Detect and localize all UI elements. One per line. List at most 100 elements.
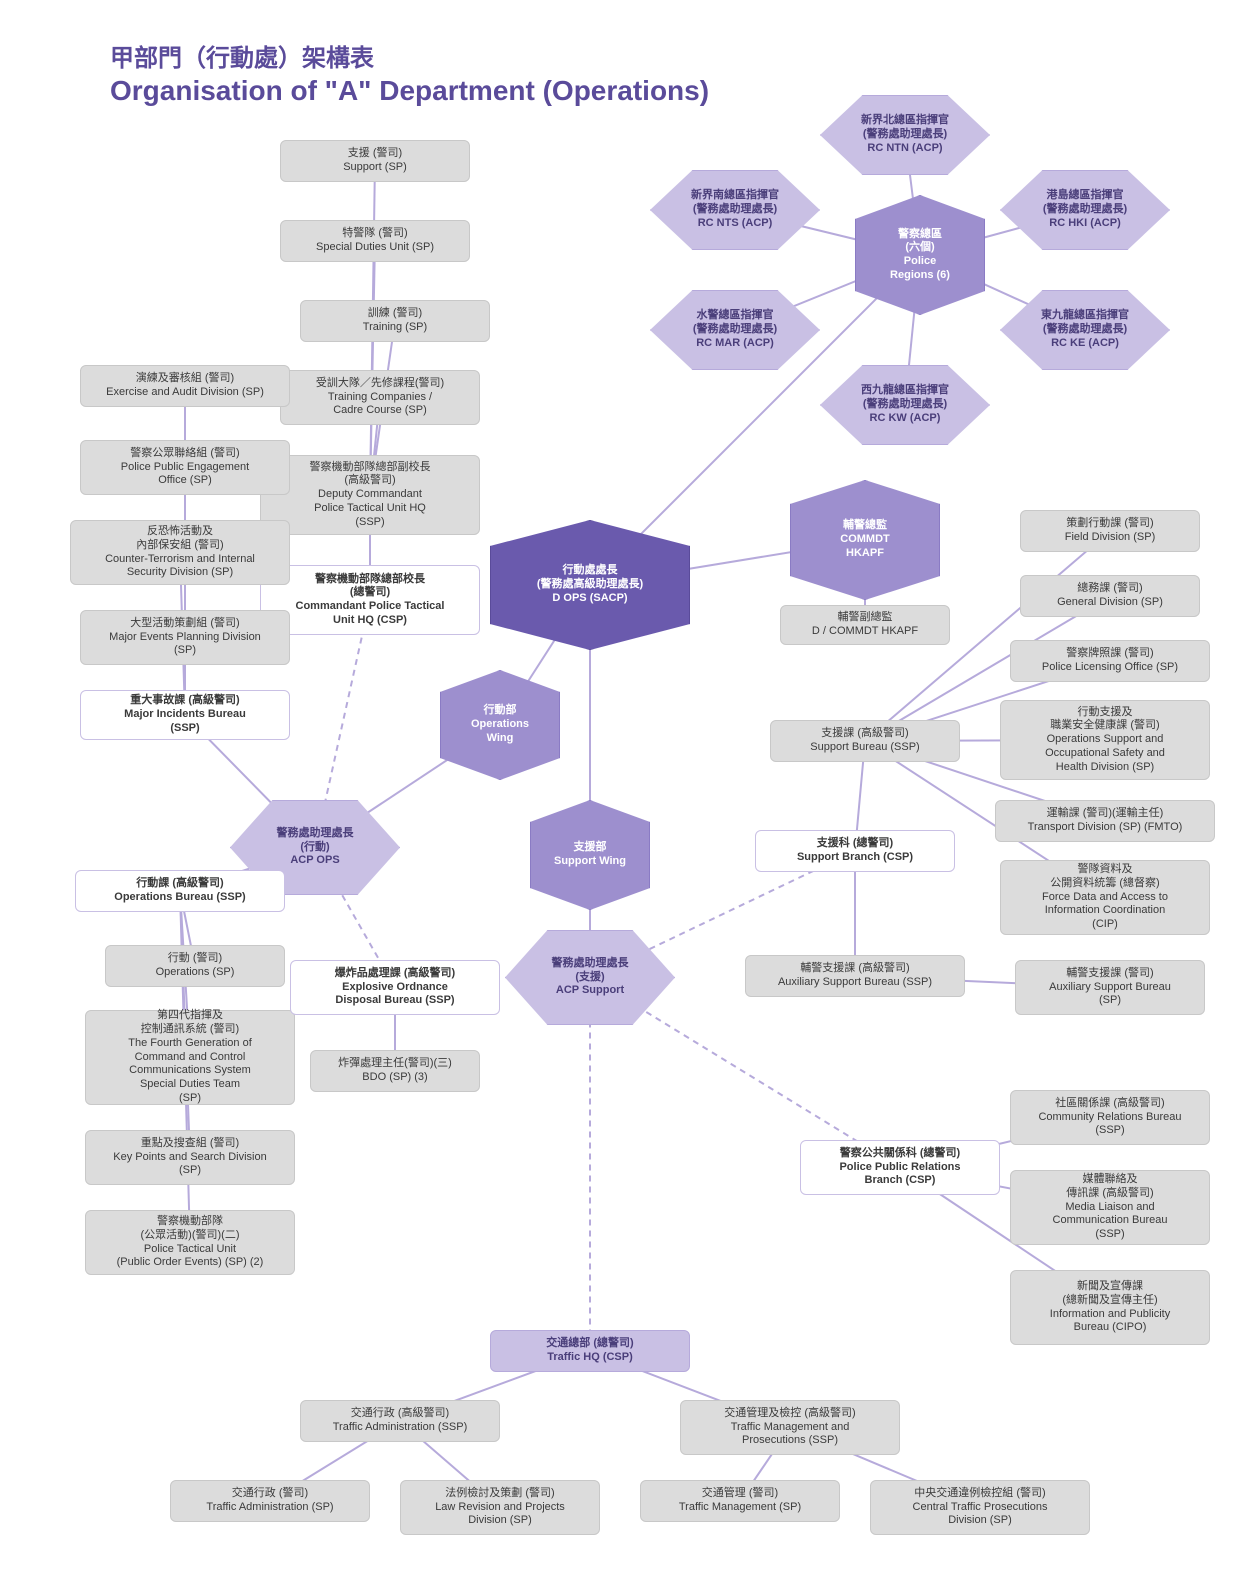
node-tm_sp: 交通管理 (警司)Traffic Management (SP)	[640, 1480, 840, 1522]
node-plo: 警察牌照課 (警司)Police Licensing Office (SP)	[1010, 640, 1210, 682]
node-ipb: 新聞及宣傳課(總新聞及宣傳主任)Information and Publicit…	[1010, 1270, 1210, 1345]
node-dep_ptu-en: Deputy CommandantPolice Tactical Unit HQ…	[314, 488, 426, 529]
node-supbranch: 支援科 (總警司)Support Branch (CSP)	[755, 830, 955, 872]
node-rc_hki: 港島總區指揮官(警務處助理處長)RC HKI (ACP)	[1000, 170, 1170, 250]
node-bdo: 炸彈處理主任(警司)(三)BDO (SP) (3)	[310, 1050, 480, 1092]
node-supwing: 支援部Support Wing	[530, 800, 650, 910]
node-regions-zh: 警察總區(六個)	[898, 228, 942, 256]
node-mepd: 大型活動策劃組 (警司)Major Events Planning Divisi…	[80, 610, 290, 665]
node-training-en: Training (SP)	[363, 321, 427, 335]
node-acpops-zh: 警務處助理處長(行動)	[277, 827, 354, 855]
node-acpsup-zh: 警務處助理處長(支援)	[552, 957, 629, 985]
node-regions-en: PoliceRegions (6)	[890, 255, 950, 283]
node-kpsd: 重點及搜查組 (警司)Key Points and Search Divisio…	[85, 1130, 295, 1185]
node-commdt-zh: 輔警總監	[843, 519, 887, 533]
node-rc_ntn-zh: 新界北總區指揮官(警務處助理處長)	[861, 114, 949, 142]
node-rc_ke: 東九龍總區指揮官(警務處助理處長)RC KE (ACP)	[1000, 290, 1170, 370]
node-osoh: 行動支援及職業安全健康課 (警司)Operations Support andO…	[1000, 700, 1210, 780]
node-ctisd-zh: 反恐怖活動及內部保安組 (警司)	[136, 525, 223, 553]
node-support_sp-en: Support (SP)	[343, 161, 407, 175]
node-rc_ntn-en: RC NTN (ACP)	[867, 142, 942, 156]
node-supwing-zh: 支援部	[574, 841, 607, 855]
node-transport-en: Transport Division (SP) (FMTO)	[1028, 821, 1183, 835]
node-pprb: 警察公共關係科 (總警司)Police Public RelationsBran…	[800, 1140, 1000, 1195]
node-rc_nts-en: RC NTS (ACP)	[698, 217, 773, 231]
node-ctpd-zh: 中央交通違例檢控組 (警司)	[914, 1487, 1045, 1501]
title-en: Organisation of "A" Department (Operatio…	[110, 75, 709, 107]
node-crb-zh: 社區關係課 (高級警司)	[1055, 1097, 1164, 1111]
node-bdo-en: BDO (SP) (3)	[362, 1071, 427, 1085]
node-training-zh: 訓練 (警司)	[368, 307, 422, 321]
node-rc_ntn: 新界北總區指揮官(警務處助理處長)RC NTN (ACP)	[820, 95, 990, 175]
node-plo-en: Police Licensing Office (SP)	[1042, 661, 1178, 675]
node-fdaic-en: Force Data and Access toInformation Coor…	[1042, 891, 1168, 932]
node-sdu-en: Special Duties Unit (SP)	[316, 241, 434, 255]
node-supbureau: 支援課 (高級警司)Support Bureau (SSP)	[770, 720, 960, 762]
node-ctpd-en: Central Traffic ProsecutionsDivision (SP…	[913, 1501, 1048, 1529]
node-supwing-en: Support Wing	[554, 855, 626, 869]
node-fdaic-zh: 警隊資料及公開資料統籌 (總督察)	[1050, 863, 1159, 891]
node-field: 策劃行動課 (警司)Field Division (SP)	[1020, 510, 1200, 552]
node-crb: 社區關係課 (高級警司)Community Relations Bureau(S…	[1010, 1090, 1210, 1145]
node-traffichq: 交通總部 (總警司)Traffic HQ (CSP)	[490, 1330, 690, 1372]
node-ex_audit-en: Exercise and Audit Division (SP)	[106, 386, 264, 400]
node-dops: 行動處處長(警務處高級助理處長)D OPS (SACP)	[490, 520, 690, 650]
node-tmp_ssp: 交通管理及檢控 (高級警司)Traffic Management andPros…	[680, 1400, 900, 1455]
node-lrpd-zh: 法例檢討及策劃 (警司)	[445, 1487, 554, 1501]
node-ta_ssp: 交通行政 (高級警司)Traffic Administration (SSP)	[300, 1400, 500, 1442]
node-field-zh: 策劃行動課 (警司)	[1066, 517, 1153, 531]
page-title: 甲部門（行動處）架構表 Organisation of "A" Departme…	[110, 38, 709, 107]
node-rc_mar-zh: 水警總區指揮官(警務處助理處長)	[693, 309, 777, 337]
node-ptu_poe: 警察機動部隊(公眾活動)(警司)(二)Police Tactical Unit(…	[85, 1210, 295, 1275]
node-auxsupb-zh: 輔警支援課 (高級警司)	[800, 962, 909, 976]
node-dops-zh: 行動處處長(警務處高級助理處長)	[537, 564, 643, 592]
node-cc4: 第四代指揮及控制通訊系統 (警司)The Fourth Generation o…	[85, 1010, 295, 1105]
node-general: 總務課 (警司)General Division (SP)	[1020, 575, 1200, 617]
node-rc_mar: 水警總區指揮官(警務處助理處長)RC MAR (ACP)	[650, 290, 820, 370]
node-ctisd: 反恐怖活動及內部保安組 (警司)Counter-Terrorism and In…	[70, 520, 290, 585]
node-ta_sp-zh: 交通行政 (警司)	[232, 1487, 308, 1501]
node-transport: 運輸課 (警司)(運輸主任)Transport Division (SP) (F…	[995, 800, 1215, 842]
node-general-en: General Division (SP)	[1057, 596, 1163, 610]
node-kpsd-zh: 重點及搜查組 (警司)	[141, 1137, 239, 1151]
node-rc_ke-en: RC KE (ACP)	[1051, 337, 1119, 351]
node-commdt-en: COMMDTHKAPF	[840, 533, 890, 561]
node-rc_nts: 新界南總區指揮官(警務處助理處長)RC NTS (ACP)	[650, 170, 820, 250]
node-rc_kw: 西九龍總區指揮官(警務處助理處長)RC KW (ACP)	[820, 365, 990, 445]
node-ops_sp-en: Operations (SP)	[156, 966, 235, 980]
node-sdu: 特警隊 (警司)Special Duties Unit (SP)	[280, 220, 470, 262]
node-ops_sp-zh: 行動 (警司)	[168, 952, 222, 966]
node-tmp_ssp-zh: 交通管理及檢控 (高級警司)	[724, 1407, 855, 1421]
node-crb-en: Community Relations Bureau(SSP)	[1038, 1111, 1181, 1139]
node-osoh-en: Operations Support andOccupational Safet…	[1045, 733, 1165, 774]
node-auxsupb: 輔警支援課 (高級警司)Auxiliary Support Bureau (SS…	[745, 955, 965, 997]
node-osoh-zh: 行動支援及職業安全健康課 (警司)	[1050, 706, 1159, 734]
node-bdo-zh: 炸彈處理主任(警司)(三)	[338, 1057, 452, 1071]
node-ta_sp: 交通行政 (警司)Traffic Administration (SP)	[170, 1480, 370, 1522]
node-support_sp: 支援 (警司)Support (SP)	[280, 140, 470, 182]
node-dcommdt-en: D / COMMDT HKAPF	[812, 625, 918, 639]
node-lrpd-en: Law Revision and ProjectsDivision (SP)	[435, 1501, 565, 1529]
node-general-zh: 總務課 (警司)	[1077, 582, 1142, 596]
node-ops_bureau-en: Operations Bureau (SSP)	[114, 891, 245, 905]
node-rc_hki-zh: 港島總區指揮官(警務處助理處長)	[1043, 189, 1127, 217]
node-ptu_poe-en: Police Tactical Unit(Public Order Events…	[117, 1243, 264, 1271]
node-ppeo-en: Police Public EngagementOffice (SP)	[121, 461, 249, 489]
node-tm_sp-en: Traffic Management (SP)	[679, 1501, 801, 1515]
node-opswing-en: OperationsWing	[471, 718, 529, 746]
node-tm_sp-zh: 交通管理 (警司)	[702, 1487, 778, 1501]
node-dep_ptu-zh: 警察機動部隊總部副校長(高級警司)	[310, 461, 431, 489]
node-traffichq-zh: 交通總部 (總警司)	[546, 1337, 633, 1351]
node-mib-en: Major Incidents Bureau(SSP)	[124, 708, 246, 736]
node-ppeo: 警察公眾聯絡組 (警司)Police Public EngagementOffi…	[80, 440, 290, 495]
node-mepd-zh: 大型活動策劃組 (警司)	[130, 617, 239, 631]
node-acpops-en: ACP OPS	[290, 854, 339, 868]
title-zh: 甲部門（行動處）架構表	[110, 38, 709, 73]
node-auxsp-zh: 輔警支援課 (警司)	[1066, 967, 1153, 981]
node-acpsup: 警務處助理處長(支援)ACP Support	[505, 930, 675, 1025]
node-pprb-zh: 警察公共關係科 (總警司)	[840, 1147, 960, 1161]
node-mepd-en: Major Events Planning Division(SP)	[109, 631, 261, 659]
node-opswing-zh: 行動部	[484, 704, 517, 718]
node-rc_ke-zh: 東九龍總區指揮官(警務處助理處長)	[1041, 309, 1129, 337]
node-field-en: Field Division (SP)	[1065, 531, 1155, 545]
